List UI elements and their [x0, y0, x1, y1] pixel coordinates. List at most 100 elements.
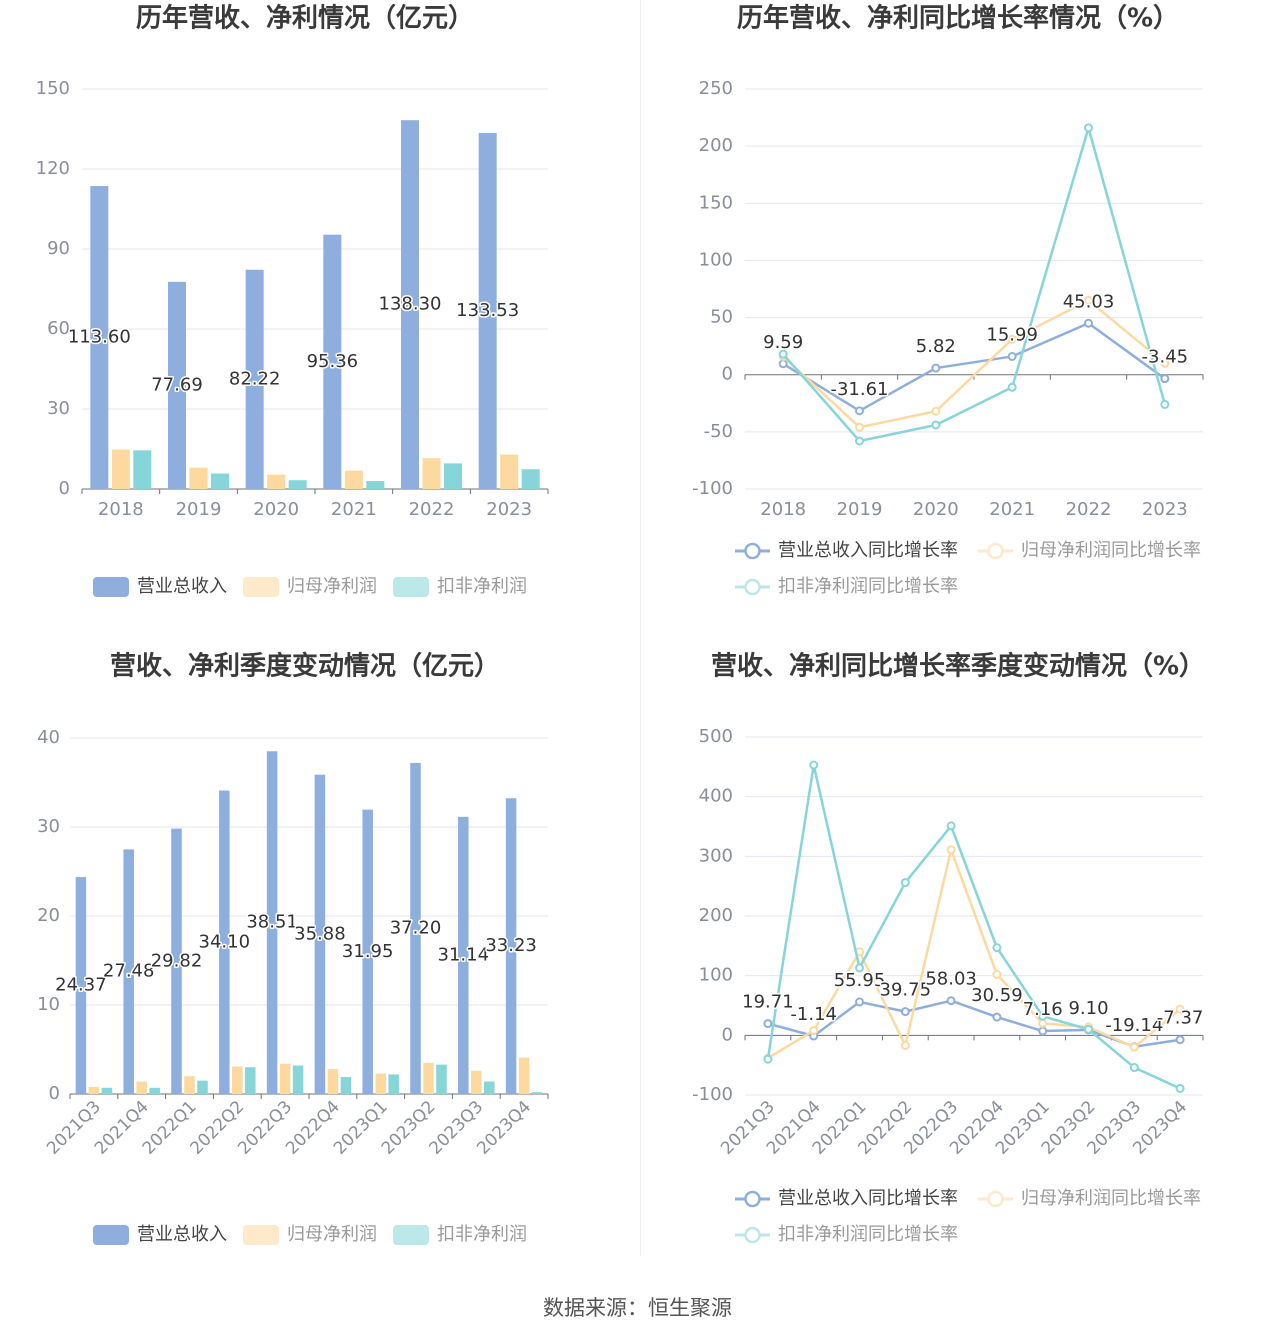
x-tick-label: 2022 [1066, 499, 1112, 520]
bar-parent-net-profit [189, 467, 208, 489]
legend-swatch [393, 1225, 429, 1245]
point-parent-net-profit-yoy [809, 1026, 819, 1036]
point-deducted-net-profit-yoy [855, 963, 864, 973]
legend-label: 营业总收入同比增长率 [778, 1188, 958, 1209]
legend-item-deducted-net-profit[interactable]: 扣非净利润 [393, 576, 527, 597]
y-tick-label: 200 [699, 905, 733, 926]
legend-item-parent-net-profit-yoy[interactable]: 归母净利润同比增长率 [978, 540, 1201, 561]
quarterly-growth-rate-chart: 营收、净利同比增长率季度变动情况（%） -100 0 100 200 300 400 500… [692, 651, 1205, 1246]
line-parent-net-profit-yoy [767, 848, 1181, 1060]
x-tick-label: 2023 [1142, 499, 1188, 520]
y-tick-label: 90 [47, 238, 70, 259]
x-tick-label: 2019 [176, 499, 222, 520]
point-revenue-yoy [1038, 1026, 1048, 1036]
bar-deducted-net-profit [484, 1081, 495, 1094]
data-label: 5.82 [916, 336, 956, 357]
point-parent-net-profit-yoy [1084, 295, 1093, 305]
legend-label: 归母净利润同比增长率 [1021, 540, 1201, 561]
y-tick-label: 100 [699, 965, 733, 986]
x-tick-label: 2018 [98, 499, 144, 520]
data-label: 58.03 [925, 969, 977, 990]
y-tick-label: 200 [699, 135, 733, 156]
data-label: 37.20 [390, 917, 442, 938]
legend-item-parent-net-profit[interactable]: 归母净利润 [243, 576, 377, 597]
point-parent-net-profit-yoy [1175, 1004, 1185, 1014]
data-label: -7.37 [1157, 1008, 1204, 1029]
legend-item-parent-net-profit[interactable]: 归母净利润 [243, 1224, 377, 1245]
bar-revenue [410, 762, 421, 1094]
bar-revenue [245, 269, 264, 489]
legend-swatch-circle [744, 578, 761, 596]
data-label: 113.60 [68, 327, 131, 348]
y-tick-label: 60 [47, 318, 70, 339]
x-tick-label: 2023Q4 [473, 1097, 535, 1159]
data-label: 9.59 [763, 332, 803, 353]
bar-revenue [505, 798, 517, 1094]
legend-swatch-circle [987, 1190, 1004, 1208]
point-deducted-net-profit-yoy [992, 943, 1002, 953]
point-parent-net-profit-yoy [855, 422, 864, 432]
point-revenue-yoy [1160, 374, 1170, 384]
legend-swatch-circle [744, 1226, 761, 1244]
legend-swatch [735, 1226, 770, 1244]
bar-parent-net-profit [422, 458, 441, 489]
legend-label: 归母净利润同比增长率 [1021, 1188, 1201, 1209]
bar-revenue [323, 234, 342, 489]
legend-item-revenue-yoy[interactable]: 营业总收入同比增长率 [735, 540, 958, 561]
legend-item-deducted-net-profit[interactable]: 扣非净利润 [393, 1224, 527, 1245]
point-deducted-net-profit-yoy [931, 420, 941, 430]
chart-title: 历年营收、净利情况（亿元） [136, 3, 474, 34]
legend-label: 营业总收入 [137, 576, 227, 597]
bar-deducted-net-profit [531, 1092, 543, 1094]
x-tick-label: 2020 [913, 499, 959, 520]
legend-swatch [93, 1225, 129, 1245]
legend-swatch-circle [744, 1190, 761, 1208]
bar-revenue [75, 877, 87, 1094]
data-label: 77.69 [151, 374, 203, 395]
data-label: 24.37 [55, 975, 107, 996]
point-deducted-net-profit-yoy [1084, 1024, 1093, 1034]
y-tick-label: 30 [37, 816, 60, 837]
legend-item-revenue[interactable]: 营业总收入 [93, 576, 227, 597]
legend-item-revenue-yoy[interactable]: 营业总收入同比增长率 [735, 1188, 958, 1209]
legend-label: 归母净利润 [287, 1224, 377, 1245]
y-tick-label: 0 [59, 478, 70, 499]
line-parent-net-profit-yoy [782, 299, 1166, 429]
legend-item-revenue[interactable]: 营业总收入 [93, 1224, 227, 1245]
legend-item-deducted-net-profit-yoy[interactable]: 扣非净利润同比增长率 [735, 1224, 958, 1245]
bar-parent-net-profit [518, 1057, 530, 1094]
y-tick-label: 0 [722, 364, 733, 385]
bar-revenue [219, 790, 230, 1094]
point-deducted-net-profit-yoy [778, 349, 788, 359]
legend-item-parent-net-profit-yoy[interactable]: 归母净利润同比增长率 [978, 1188, 1201, 1209]
y-tick-label: 100 [699, 249, 733, 270]
bar-deducted-net-profit [211, 473, 229, 489]
data-label: 138.30 [379, 294, 442, 315]
bar-parent-net-profit [267, 474, 286, 489]
bar-parent-net-profit [111, 449, 130, 489]
data-label: 38.51 [246, 912, 298, 933]
legend-item-deducted-net-profit-yoy[interactable]: 扣非净利润同比增长率 [735, 576, 958, 597]
y-tick-label: -100 [692, 478, 733, 499]
y-tick-label: 10 [37, 994, 60, 1015]
point-deducted-net-profit-yoy [763, 1054, 773, 1064]
legend-label: 扣非净利润 [437, 576, 527, 597]
x-tick-label: 2021 [989, 499, 1035, 520]
legend-swatch [243, 1225, 279, 1245]
y-tick-label: 40 [37, 727, 60, 748]
point-revenue-yoy [946, 996, 956, 1006]
bar-parent-net-profit [88, 1086, 100, 1094]
point-parent-net-profit-yoy [992, 969, 1002, 979]
y-tick-label: 400 [699, 786, 733, 807]
legend-swatch [978, 542, 1013, 560]
data-label: 35.88 [294, 923, 346, 944]
y-tick-label: 300 [699, 845, 733, 866]
point-parent-net-profit-yoy [1038, 1018, 1048, 1028]
bar-revenue [266, 751, 278, 1094]
legend-swatch [93, 577, 129, 597]
legend-swatch [735, 1190, 770, 1208]
point-revenue-yoy [1175, 1035, 1185, 1045]
point-deducted-net-profit-yoy [1175, 1083, 1185, 1093]
data-label: 95.36 [307, 351, 359, 372]
